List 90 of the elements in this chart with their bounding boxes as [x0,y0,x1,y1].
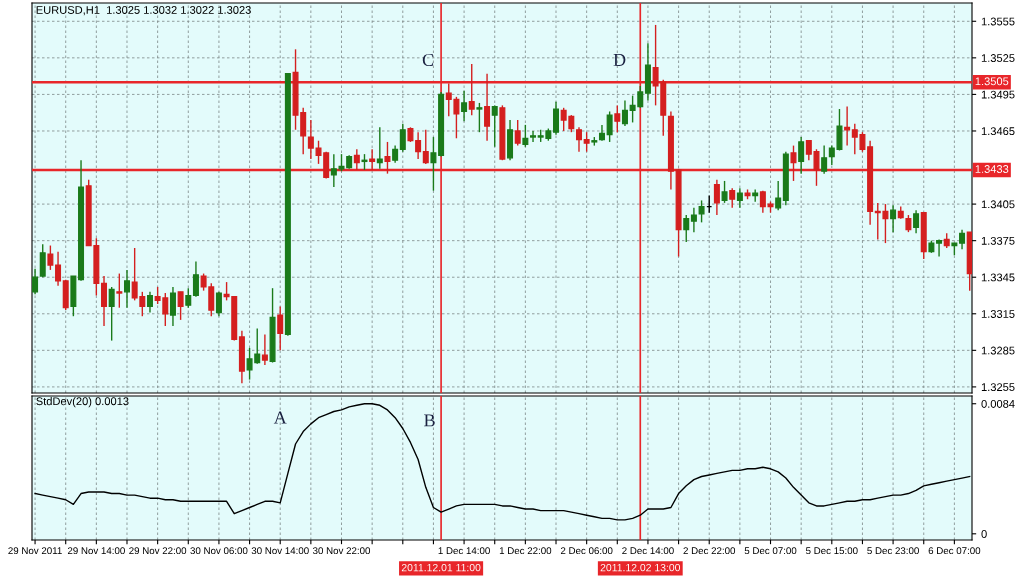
candlestick [491,104,498,148]
y-tick-label: 0 [981,530,987,538]
x-tick-label: 30 Nov 06:00 [190,547,248,555]
candlestick [821,144,828,175]
annotation: A [273,411,287,424]
candlestick [721,180,728,204]
candlestick [614,104,621,133]
candlestick [123,269,130,309]
x-tick-label: 5 Dec 07:00 [744,547,797,555]
candlestick [192,260,199,298]
candlestick [522,124,529,148]
chart-title: EURUSD,H1 1.3025 1.3032 1.3022 1.3023 [36,6,251,16]
candlestick [415,131,422,160]
candlestick [913,209,920,235]
candlestick [430,136,437,192]
y-tick-label: 1.3555 [981,17,1015,26]
text: 2011.12.01 11:00 [401,563,481,572]
candlestick [261,333,268,366]
candlestick [775,180,782,211]
x-tick-label: 1 Dec 22:00 [499,547,552,555]
annotation: C [422,53,434,67]
candlestick [959,228,966,250]
candlestick [47,244,54,271]
x-tick-label: 29 Nov 14:00 [67,547,125,555]
candlestick [384,141,391,175]
candlestick [146,291,153,314]
candlestick [353,148,360,171]
y-tick-label: 1.3255 [981,383,1015,392]
x-tick-label: 30 Nov 14:00 [251,547,309,555]
candlestick [553,101,560,136]
candlestick [621,99,628,127]
y-tick-label: 1.3405 [981,200,1015,209]
candlestick [530,130,537,143]
candlestick [484,72,491,142]
ref-line-label: 1.3433 [975,165,1009,173]
candlestick [116,272,123,309]
x-tick-label: 6 Dec 07:00 [928,547,981,555]
candlestick [736,187,743,209]
candlestick [476,102,483,133]
annotation: B [424,414,435,427]
y-tick-label: 1.3345 [981,273,1015,282]
candlestick [108,286,115,342]
candlestick [369,148,376,171]
candlestick [376,126,383,170]
candlestick [177,291,184,321]
y-tick-label: 1.3525 [981,54,1015,62]
x-tick-label: 5 Dec 15:00 [805,547,858,555]
candlestick [169,286,176,327]
candlestick [32,267,39,295]
candlestick [422,129,429,165]
candlestick [690,207,697,233]
x-tick-label: 29 Nov 22:00 [129,547,187,555]
candlestick [890,204,897,233]
x-tick-label: 1 Dec 14:00 [438,547,490,555]
annotation: D [613,54,626,66]
candlestick [468,63,475,116]
x-tick-label: 2 Dec 14:00 [622,547,674,555]
candlestick [461,90,468,122]
y-tick-label: 1.3315 [981,310,1015,318]
candlestick [277,305,284,352]
candlestick [683,214,690,243]
candlestick [698,199,705,224]
text: 2011.12.02 13:00 [600,563,681,572]
x-tick-label: 2 Dec 06:00 [560,547,613,555]
candlestick [606,110,613,143]
chart-title: StdDev(20) 0.0013 [36,397,129,408]
y-tick-label: 1.3495 [981,90,1015,99]
candlestick [215,291,222,317]
candlestick [39,243,46,278]
y-tick-label: 1.3375 [981,236,1015,245]
candlestick [514,119,521,147]
candlestick [575,126,582,153]
x-tick-label: 5 Dec 23:00 [867,547,919,555]
candlestick [790,144,797,182]
candlestick [729,187,736,209]
candlestick [185,287,192,309]
candlestick [583,131,590,153]
y-tick-label: 0.0084 [981,400,1015,408]
candlestick [936,238,943,258]
candlestick [713,179,720,216]
y-tick-label: 1.3465 [981,127,1015,136]
x-tick-label: 29 Nov 2011 [8,547,62,555]
x-tick-label: 2 Dec 22:00 [683,547,736,555]
ref-line-label: 1.3505 [975,77,1009,86]
candlestick [101,275,108,327]
candlestick [798,136,805,175]
candlestick [55,250,62,287]
candlestick [399,122,406,153]
y-tick-label: 1.3285 [981,346,1015,355]
x-tick-label: 30 Nov 22:00 [312,547,371,555]
